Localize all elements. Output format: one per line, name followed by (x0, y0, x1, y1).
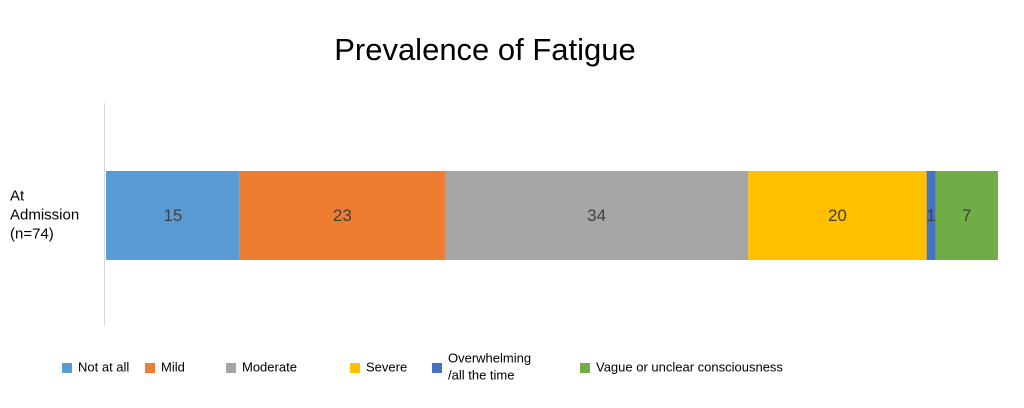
chart-title: Prevalence of Fatigue (334, 32, 636, 67)
data-label: 7 (962, 206, 971, 225)
bar-segment (106, 171, 240, 260)
legend-swatch (62, 363, 72, 373)
legend-label: Vague or unclear consciousness (596, 359, 783, 374)
legend-label: Moderate (242, 359, 297, 374)
data-label: 23 (333, 206, 352, 225)
data-label: 15 (163, 206, 182, 225)
data-label: 20 (828, 206, 847, 225)
y-tick-label: At Admission (n=74) (10, 187, 79, 242)
bar-segment (444, 171, 749, 260)
legend-swatch (432, 363, 442, 373)
legend-swatch (145, 363, 155, 373)
legend-label: Severe (366, 359, 407, 374)
legend-swatch (580, 363, 590, 373)
legend-label: Mild (161, 359, 185, 374)
legend-label: Overwhelming/all the time (448, 351, 531, 383)
bar-segment (748, 171, 927, 260)
legend-swatch (226, 363, 236, 373)
data-label: 34 (587, 206, 606, 225)
legend-swatch (350, 363, 360, 373)
bar-segment (239, 171, 445, 260)
legend-label: Not at all (78, 359, 129, 374)
data-label: 1 (926, 206, 935, 225)
bar-segment (935, 171, 998, 260)
bar-segment (926, 171, 936, 260)
